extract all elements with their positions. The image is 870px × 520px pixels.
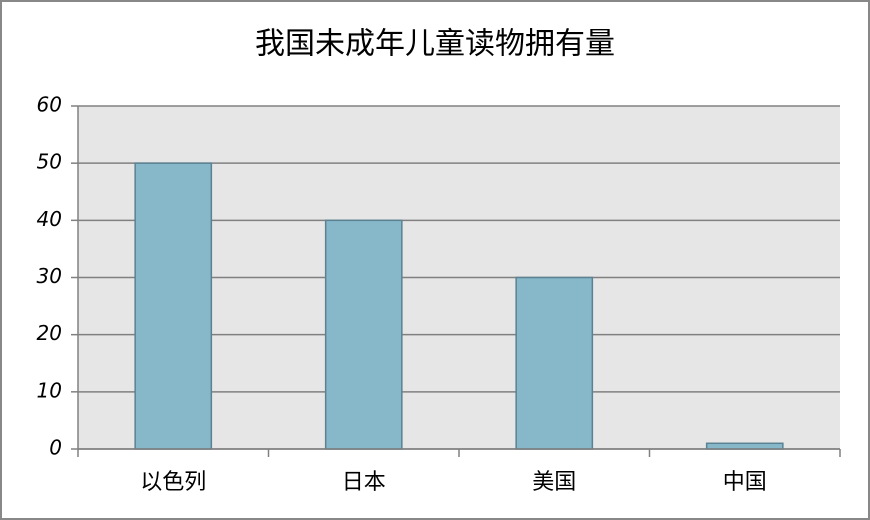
bar bbox=[515, 276, 594, 450]
x-tick-label: 中国 bbox=[723, 470, 767, 495]
y-tick-label: 40 bbox=[37, 207, 62, 231]
y-tick-label: 30 bbox=[37, 264, 62, 288]
y-tick-label: 20 bbox=[37, 321, 62, 345]
chart-title: 我国未成年儿童读物拥有量 bbox=[255, 27, 615, 62]
y-tick-label: 0 bbox=[49, 436, 62, 460]
y-tick-label: 10 bbox=[37, 378, 62, 402]
x-tick-label: 日本 bbox=[342, 470, 386, 495]
y-tick-label: 50 bbox=[37, 150, 62, 174]
bar bbox=[324, 219, 403, 450]
x-tick-label: 以色列 bbox=[140, 470, 206, 495]
y-tick-label: 60 bbox=[37, 93, 62, 117]
bar bbox=[705, 442, 784, 450]
bar bbox=[134, 162, 213, 450]
x-tick-label: 美国 bbox=[532, 470, 576, 495]
